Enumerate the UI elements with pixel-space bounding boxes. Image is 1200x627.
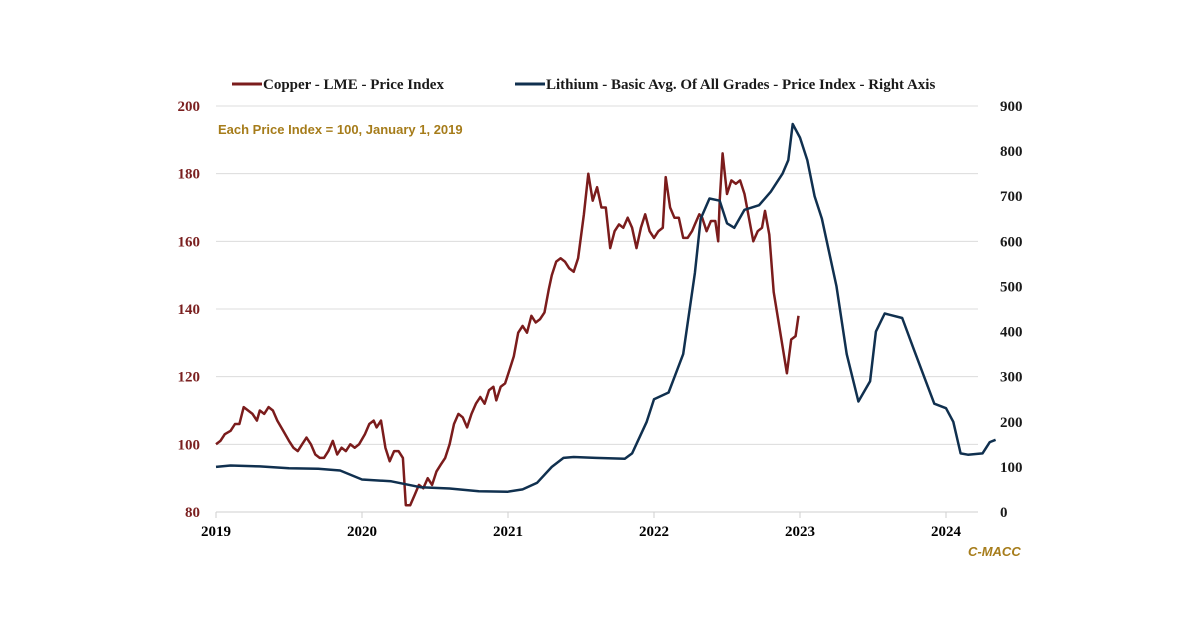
legend: Copper - LME - Price Index Lithium - Bas… (232, 77, 935, 93)
y-right-tick-label: 300 (1000, 370, 1023, 386)
x-tick-label: 2021 (493, 524, 523, 540)
x-tick-label: 2022 (639, 524, 669, 540)
y-right-tick-label: 400 (1000, 325, 1023, 341)
series-line-copper (215, 152, 800, 507)
source-watermark: C-MACC (968, 544, 1021, 559)
y-right-tick-label: 800 (1000, 144, 1023, 160)
series-line-lithium (215, 122, 997, 493)
y-left-tick-label: 120 (178, 370, 201, 386)
y-left-tick-label: 180 (178, 167, 201, 183)
x-tick-label: 2020 (347, 524, 377, 540)
x-tick-label: 2023 (785, 524, 815, 540)
x-tick-label: 2019 (201, 524, 231, 540)
axes: 80 100 120 140 160 180 200 0 100 200 300 400 500 600 7… (178, 99, 1023, 540)
gridlines (216, 105, 978, 513)
legend-label-copper: Copper - LME - Price Index (263, 77, 444, 93)
x-tick-label: 2024 (931, 524, 962, 540)
y-left-tick-label: 160 (178, 234, 201, 250)
y-right-tick-label: 900 (1000, 99, 1023, 115)
y-right-tick-label: 0 (1000, 505, 1008, 521)
y-right-tick-label: 600 (1000, 234, 1023, 250)
legend-label-lithium: Lithium - Basic Avg. Of All Grades - Pri… (546, 77, 935, 93)
y-left-tick-label: 200 (178, 99, 201, 115)
y-right-tick-label: 100 (1000, 460, 1023, 476)
chart-annotation: Each Price Index = 100, January 1, 2019 (218, 122, 463, 137)
y-right-tick-label: 500 (1000, 279, 1023, 295)
series-lines (215, 122, 997, 507)
y-right-tick-label: 700 (1000, 189, 1023, 205)
y-left-tick-label: 100 (178, 437, 201, 453)
y-left-tick-label: 140 (178, 302, 201, 318)
y-left-tick-label: 80 (185, 505, 200, 521)
y-right-tick-label: 200 (1000, 415, 1023, 431)
